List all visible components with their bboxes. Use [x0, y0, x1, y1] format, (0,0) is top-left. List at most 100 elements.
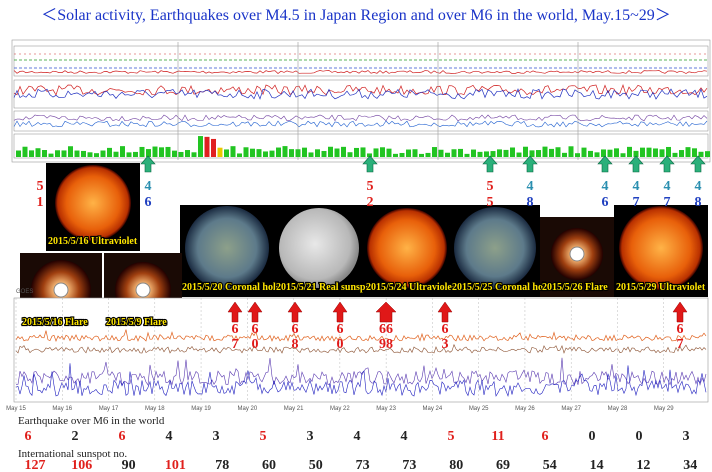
- kp-bar: [373, 148, 379, 157]
- kp-bar: [698, 151, 704, 157]
- marker-bottom: 2: [367, 195, 374, 210]
- x-label: May 15: [6, 406, 26, 412]
- red-arrow: [437, 301, 453, 323]
- kp-bar: [653, 148, 658, 157]
- kp-bar: [289, 149, 294, 157]
- kp-bar: [328, 146, 333, 157]
- kp-bar: [477, 151, 483, 157]
- kp-bar: [302, 147, 307, 157]
- kp-bar: [282, 146, 288, 157]
- sunspot-count: 80: [449, 458, 463, 472]
- kp-bar: [601, 149, 606, 157]
- green-arrow: [597, 155, 613, 173]
- x-label: May 22: [330, 406, 350, 412]
- kp-bar: [263, 151, 268, 157]
- sunspot-count: 106: [71, 458, 92, 472]
- lower-bottom: 98: [379, 337, 393, 352]
- kp-bar: [484, 151, 489, 157]
- kp-bar: [607, 149, 613, 157]
- kp-bar: [672, 152, 678, 157]
- kp-bar: [165, 146, 171, 157]
- earthquake-count: 3: [213, 429, 220, 444]
- kp-bar: [341, 146, 346, 157]
- kp-bar: [523, 146, 528, 157]
- kp-bar: [87, 152, 93, 157]
- earthquake-label: Earthquake over M6 in the world: [18, 415, 165, 427]
- upper-chart: [11, 39, 711, 163]
- earthquake-count: 0: [589, 429, 596, 444]
- image-caption: 2015/5/29 Ultraviolet: [616, 282, 706, 293]
- green-arrow: [482, 155, 498, 173]
- image-caption: 2015/5/16 Ultraviolet: [48, 236, 138, 247]
- x-label: May 18: [145, 406, 165, 412]
- sunspot-count: 34: [683, 458, 697, 472]
- kp-bar: [16, 150, 21, 157]
- trace: [15, 363, 707, 397]
- image-caption: 2015/5/25 Coronal hole: [452, 282, 551, 293]
- kp-bar: [529, 150, 535, 157]
- kp-bar: [35, 148, 41, 157]
- green-arrow: [140, 155, 156, 173]
- earthquake-count: 6: [119, 429, 126, 444]
- kp-bar: [516, 152, 522, 157]
- kp-bar: [640, 147, 645, 157]
- kp-bar: [224, 149, 229, 157]
- lower-top: 6: [292, 322, 299, 337]
- kp-bar: [510, 147, 515, 157]
- kp-bar: [412, 149, 418, 157]
- kp-bar: [250, 148, 255, 157]
- marker-bottom: 8: [695, 195, 702, 210]
- lower-top: 6: [252, 322, 259, 337]
- marker-top: 5: [487, 179, 494, 194]
- marker-bottom: 6: [145, 195, 152, 210]
- image-caption: 2015/5/20 Coronal hole: [182, 282, 281, 293]
- trace: [15, 329, 707, 342]
- sunspot-count: 60: [262, 458, 276, 472]
- green-arrow: [690, 155, 706, 173]
- kp-bar: [139, 146, 145, 157]
- lower-top: 6: [337, 322, 344, 337]
- kp-bar: [269, 150, 275, 157]
- kp-bar: [627, 146, 632, 157]
- lower-top: 6: [442, 322, 449, 337]
- earthquake-count: 6: [542, 429, 549, 444]
- x-label: May 26: [515, 406, 535, 412]
- kp-bar: [185, 150, 190, 157]
- kp-bar: [679, 150, 684, 157]
- image-caption: 2015/5/26 Flare: [542, 282, 608, 293]
- red-arrow: [227, 301, 243, 323]
- kp-bar: [29, 150, 34, 157]
- trace: [13, 114, 708, 122]
- kp-bar: [230, 146, 236, 157]
- x-label: May 17: [99, 406, 119, 412]
- earthquake-count: 3: [307, 429, 314, 444]
- kp-bar: [497, 149, 502, 157]
- marker-top: 4: [527, 179, 534, 194]
- x-label: May 25: [469, 406, 489, 412]
- kp-bar: [159, 147, 164, 157]
- kp-bar: [393, 153, 398, 157]
- kp-bar: [666, 146, 671, 157]
- kp-bar: [295, 149, 301, 157]
- kp-bar: [562, 152, 567, 157]
- kp-bar: [406, 149, 411, 157]
- sunspot-count: 69: [496, 458, 510, 472]
- kp-bar: [659, 149, 665, 157]
- kp-bar: [334, 148, 340, 157]
- sunspot-count: 12: [636, 458, 650, 472]
- kp-bar: [198, 136, 203, 157]
- sunspot-count: 90: [122, 458, 136, 472]
- earthquake-count: 5: [260, 429, 267, 444]
- title: ＜Solar activity, Earthquakes over M4.5 i…: [41, 7, 671, 24]
- kp-bar: [685, 147, 691, 157]
- kp-bar: [217, 147, 223, 157]
- kp-bar: [432, 147, 437, 157]
- kp-bar: [146, 149, 151, 157]
- sunspot-count: 14: [590, 458, 604, 472]
- kp-bar: [367, 153, 372, 157]
- marker-top: 4: [695, 179, 702, 194]
- kp-bar: [347, 152, 353, 157]
- x-label: May 21: [284, 406, 304, 412]
- kp-bar: [126, 152, 132, 157]
- kp-bar: [120, 146, 125, 157]
